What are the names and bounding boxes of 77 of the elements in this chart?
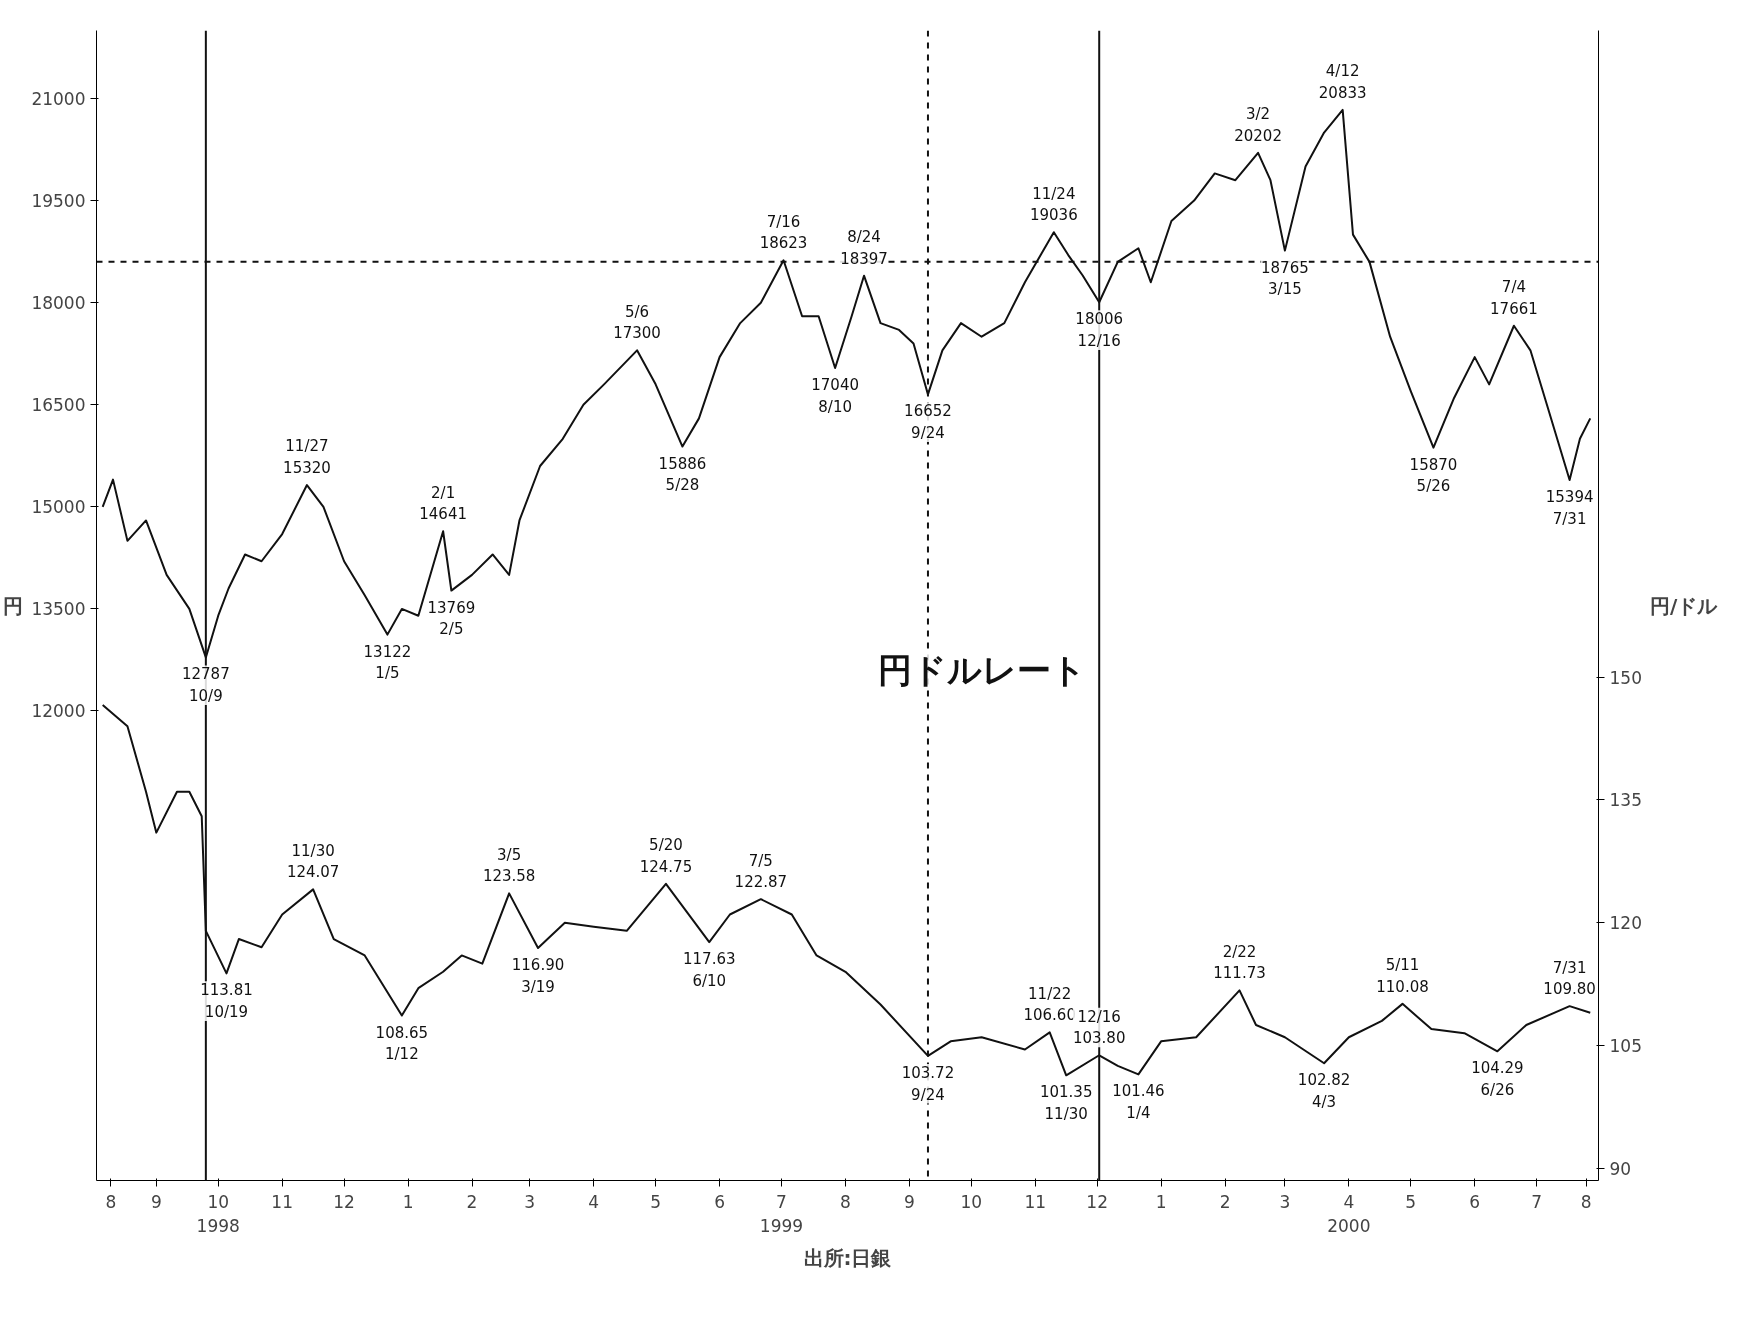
text: 出所:日銀 [803, 1245, 893, 1270]
data-label: 117.63 6/10 [683, 950, 736, 990]
y-axis-title: 円 [3, 593, 24, 618]
x-tick-label: 1 [1155, 1191, 1167, 1212]
y-tick-label: 16500 [31, 395, 86, 416]
x-tick-label: 1 [402, 1191, 414, 1212]
data-label: 3/5 123.58 [482, 845, 536, 886]
x-tick-label: 8 [105, 1191, 117, 1212]
x-tick-label: 12 [1086, 1191, 1108, 1212]
annotation: 16652 9/24 [904, 402, 952, 443]
x-tick-label: 10 [960, 1191, 983, 1212]
x-tick-label: 2 [1219, 1191, 1231, 1212]
annotation: 2/1 14641 [419, 483, 467, 524]
data-label: 7/5 122.87 [734, 851, 788, 892]
y-tick-label: 13500 [31, 599, 86, 620]
y2-tick-label: 150 [1609, 667, 1642, 688]
data-label: 12/16 103.80 [1072, 1007, 1126, 1048]
y-tick-label: 18000 [31, 293, 86, 314]
x-tick-label: 9 [903, 1191, 915, 1212]
annotation: 18765 3/15 [1261, 258, 1309, 299]
y2-tick-label: 120 [1609, 913, 1642, 934]
annotation: 11/27 15320 [283, 437, 331, 478]
annotation: 12787 10/9 [181, 665, 230, 706]
x-tick-label: 6 [714, 1191, 725, 1212]
data-label: 7/31 109.80 [1543, 958, 1596, 999]
x-tick-label: 6 [1469, 1191, 1481, 1212]
x-tick-label: 2 [466, 1191, 478, 1212]
x-tick-label: 11 [271, 1191, 294, 1212]
annotation: 15886 5/28 [658, 454, 707, 495]
x-tick-label: 7 1999 [759, 1191, 804, 1236]
annotation: 8/24 18397 [840, 228, 888, 268]
annotation: 15870 5/26 [1409, 455, 1458, 496]
data-label: 108.65 1/12 [375, 1023, 429, 1064]
x-tick-label: 5 [650, 1191, 662, 1212]
y-tick-label: 12000 [31, 701, 86, 722]
y2-tick-label: 135 [1609, 790, 1642, 811]
y-tick-label: 21000 [31, 89, 86, 110]
x-tick-label: 4 [588, 1191, 600, 1212]
x-tick-label: 12 [333, 1191, 355, 1212]
data-label: 104.29 6/26 [1471, 1059, 1524, 1099]
data-label: 11/30 124.07 [286, 841, 340, 882]
x-tick-label: 9 [150, 1191, 162, 1212]
annotation: 13122 1/5 [363, 642, 412, 683]
annotation: 7/16 18623 [759, 212, 808, 253]
annotation: 15394 7/31 [1545, 488, 1594, 528]
annotation: 13769 2/5 [427, 598, 476, 639]
annotation: 7/4 17661 [1490, 278, 1538, 318]
x-tick-label: 4 2000 [1327, 1191, 1371, 1236]
annotation: 11/24 19036 [1029, 184, 1078, 225]
data-label: 102.82 4/3 [1297, 1071, 1351, 1111]
x-tick-label: 5 [1405, 1191, 1417, 1212]
annotation: 17040 8/10 [811, 376, 859, 416]
text: 円ドルレート [877, 649, 1086, 690]
data-label: 101.35 11/30 [1039, 1083, 1093, 1123]
x-tick-label: 11 [1024, 1191, 1047, 1212]
y2-axis-title: 円/ドル [1649, 593, 1719, 618]
data-label: 5/20 124.75 [639, 836, 693, 876]
y2-tick-label: 105 [1609, 1035, 1642, 1056]
y-tick-label: 15000 [31, 497, 86, 518]
annotation: 5/6 17300 [613, 302, 661, 343]
data-label: 101.46 1/4 [1112, 1082, 1165, 1123]
y-tick-label: 19500 [31, 191, 86, 212]
x-tick-label: 3 [524, 1191, 536, 1212]
data-label: 2/22 111.73 [1213, 942, 1266, 983]
annotation: 18006 12/16 [1075, 310, 1124, 350]
annotation: 3/2 20202 [1234, 105, 1282, 145]
data-label: 5/11 110.08 [1376, 956, 1429, 996]
annotation: 4/12 20833 [1318, 62, 1367, 102]
x-tick-label: 8 [1580, 1191, 1592, 1212]
x-tick-label: 3 [1279, 1191, 1291, 1212]
x-tick-label: 10 1998 [196, 1191, 240, 1236]
data-label: 113.81 10/19 [200, 981, 253, 1021]
x-tick-label: 8 [840, 1191, 851, 1212]
data-label: 116.90 3/19 [511, 956, 565, 996]
data-label: 103.72 9/24 [901, 1063, 955, 1104]
x-tick-label: 7 [1531, 1191, 1543, 1212]
y2-tick-label: 90 [1609, 1158, 1632, 1179]
